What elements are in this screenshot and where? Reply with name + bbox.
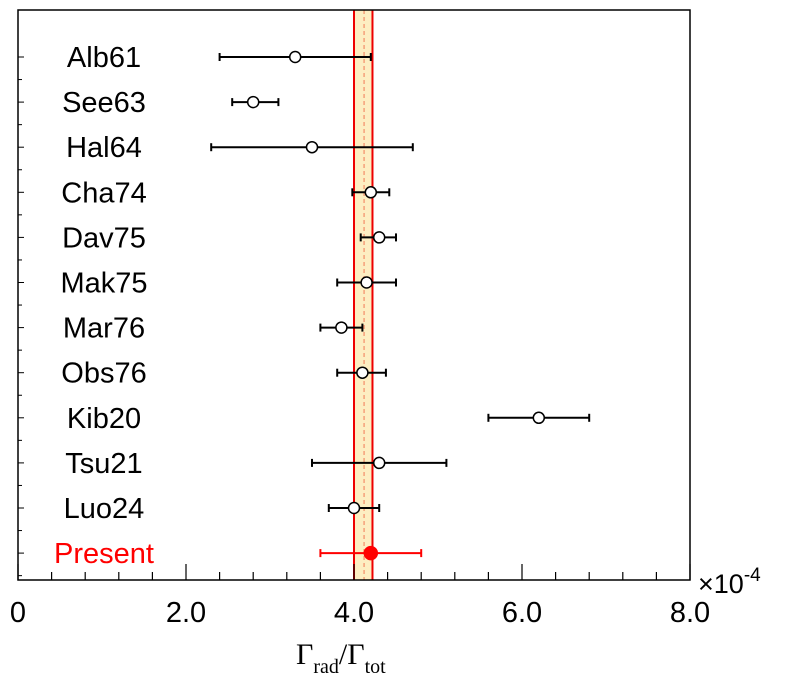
band-layer bbox=[354, 10, 372, 580]
category-label: Obs76 bbox=[61, 358, 146, 390]
category-label: Kib20 bbox=[67, 403, 141, 435]
marker bbox=[361, 277, 372, 288]
marker bbox=[374, 232, 385, 243]
marker bbox=[248, 97, 259, 108]
x-tick-label: 8.0 bbox=[670, 597, 710, 629]
x-tick-labels: 0 2.0 4.0 6.0 8.0 bbox=[10, 597, 710, 629]
category-label: Alb61 bbox=[67, 42, 141, 74]
category-label: Mar76 bbox=[63, 313, 145, 345]
marker bbox=[290, 52, 301, 63]
category-label: See63 bbox=[62, 87, 146, 119]
data-point-present bbox=[320, 547, 421, 560]
x-tick-label: 6.0 bbox=[502, 597, 542, 629]
x-axis-title-num-sub: rad bbox=[313, 656, 339, 678]
data-point-kib20 bbox=[488, 412, 589, 423]
x-tick-label: 2.0 bbox=[166, 597, 206, 629]
category-label: Cha74 bbox=[61, 177, 146, 209]
marker bbox=[336, 322, 347, 333]
x-axis-title-den: Γ bbox=[347, 638, 364, 671]
data-point-tsu21 bbox=[312, 457, 446, 468]
x-tick-label: 4.0 bbox=[334, 597, 374, 629]
category-label: Mak75 bbox=[60, 268, 147, 300]
x-multiplier-base: ×10 bbox=[698, 569, 744, 599]
x-axis-title-num: Γ bbox=[296, 638, 313, 671]
marker bbox=[365, 187, 376, 198]
marker bbox=[533, 412, 544, 423]
category-label: Present bbox=[54, 538, 154, 570]
band-fill bbox=[354, 10, 372, 580]
category-label: Hal64 bbox=[66, 132, 142, 164]
marker bbox=[357, 367, 368, 378]
data-point-see63 bbox=[232, 97, 278, 108]
category-label: Dav75 bbox=[62, 222, 146, 254]
x-multiplier: ×10-4 bbox=[698, 565, 761, 599]
y-category-labels: Alb61 See63 Hal64 Cha74 Dav75 Mak75 Mar76 Obs76… bbox=[54, 42, 154, 570]
marker bbox=[374, 457, 385, 468]
marker bbox=[364, 547, 377, 560]
data-point-alb61 bbox=[220, 52, 371, 63]
category-label: Tsu21 bbox=[65, 448, 142, 480]
data-point-hal64 bbox=[211, 142, 413, 153]
x-multiplier-exponent: -4 bbox=[744, 565, 761, 586]
category-label: Luo24 bbox=[64, 493, 145, 525]
x-axis-title-den-sub: tot bbox=[365, 656, 387, 678]
x-tick-label: 0 bbox=[10, 597, 26, 629]
data-point-mak75 bbox=[337, 277, 396, 288]
data-point-obs76 bbox=[337, 367, 386, 378]
marker bbox=[307, 142, 318, 153]
x-axis-title: Γrad/Γtot bbox=[296, 638, 386, 678]
data-points bbox=[211, 52, 589, 560]
marker bbox=[349, 503, 360, 514]
